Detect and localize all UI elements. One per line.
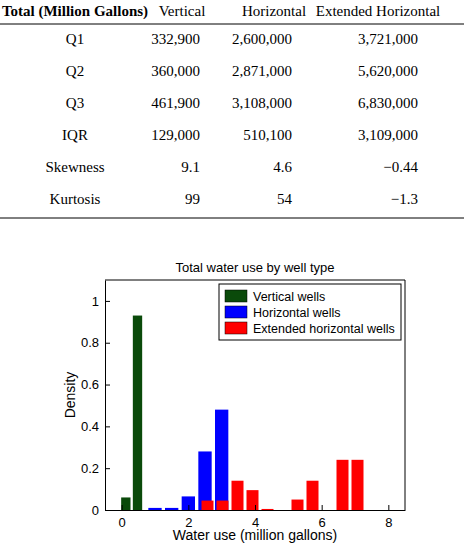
histogram-bar (165, 508, 178, 510)
table-cell: 3,721,000 (358, 31, 418, 47)
x-tick-label: 8 (385, 515, 392, 530)
histogram-bar (133, 316, 142, 510)
y-tick-label: 1 (92, 294, 99, 309)
legend-swatch (225, 290, 247, 302)
legend: Vertical wells Horizontal wells Extended h… (219, 284, 401, 340)
x-tick-label: 0 (119, 515, 126, 530)
histogram-bar (307, 481, 319, 510)
histogram-bar (247, 490, 259, 510)
y-tick: 0.4 (81, 419, 110, 434)
y-tick-label: 0.4 (81, 419, 99, 434)
stats-table: Total (Million Gallons) Vertical Horizonta… (0, 3, 464, 218)
y-tick-mark (105, 385, 110, 386)
histogram-bar (337, 460, 349, 510)
table-header: Vertical (159, 3, 206, 19)
x-tick-mark (388, 505, 389, 510)
table-header: Total (Million Gallons) (2, 3, 148, 20)
y-tick: 0.8 (81, 335, 110, 350)
table-cell: 510,100 (243, 127, 292, 143)
legend-label: Vertical wells (253, 290, 325, 304)
table-cell: 2,600,000 (232, 31, 292, 47)
chart: 0246800.20.40.60.81Total water use by we… (62, 260, 406, 543)
table-cell: 9.1 (181, 159, 200, 175)
histogram-bar (262, 509, 274, 510)
table-cell: Kurtosis (50, 191, 101, 207)
y-tick: 0.6 (81, 377, 110, 392)
histogram-bar (232, 481, 244, 510)
x-tick: 0 (119, 505, 126, 530)
histogram-bar (215, 410, 228, 510)
y-tick-mark (105, 426, 110, 427)
table-header: Horizontal (242, 3, 306, 19)
histogram-bar (292, 500, 304, 510)
legend-box (219, 284, 401, 340)
table-cell: 2,871,000 (232, 63, 292, 79)
table-cell: 3,108,000 (232, 95, 292, 111)
bars (121, 316, 363, 510)
y-axis-title: Density (62, 372, 78, 419)
plot-area (105, 280, 405, 510)
x-tick-mark (122, 505, 123, 510)
histogram-bar (182, 496, 195, 510)
y-tick-label: 0 (92, 503, 99, 518)
table-cell: 461,900 (151, 95, 200, 111)
table-cell: 6,830,000 (358, 95, 418, 111)
plot-frame (405, 280, 406, 510)
table-cell: −1.3 (391, 191, 418, 207)
histogram-bar (322, 510, 334, 511)
x-tick-mark (188, 505, 189, 510)
y-tick-label: 0.6 (81, 377, 99, 392)
table-cell: Q1 (66, 31, 84, 47)
legend-swatch (225, 306, 247, 318)
x-tick: 8 (385, 505, 392, 530)
y-tick-mark (105, 468, 110, 469)
table-cell: 99 (185, 191, 200, 207)
table-header: Extended Horizontal (316, 3, 441, 19)
histogram-bar (352, 460, 364, 510)
y-tick-mark (105, 301, 110, 302)
x-axis-title: Water use (million gallons) (173, 527, 337, 543)
y-tick-label: 0.2 (81, 461, 99, 476)
figure: Total (Million Gallons) Vertical Horizonta… (0, 0, 464, 544)
y-tick-mark (105, 510, 110, 511)
table-cell: 5,620,000 (358, 63, 418, 79)
histogram-bar (121, 497, 130, 510)
table-cell: 360,000 (151, 63, 200, 79)
table-cell: 4.6 (273, 159, 292, 175)
chart-title: Total water use by well type (176, 260, 335, 275)
table-rule (0, 24, 464, 25)
histogram-bar (148, 508, 161, 510)
y-tick-mark (105, 343, 110, 344)
legend-label: Extended horizontal wells (253, 322, 395, 336)
x-axis-line (106, 510, 406, 511)
table-cell: 3,109,000 (358, 127, 418, 143)
table-cell: 129,000 (151, 127, 200, 143)
table-cell: 332,900 (151, 31, 200, 47)
x-tick-mark (255, 505, 256, 510)
table-cell: Q3 (66, 95, 84, 111)
y-tick: 0.2 (81, 461, 110, 476)
table-cell: −0.44 (383, 159, 418, 175)
table-cell: 54 (277, 191, 293, 207)
y-axis: 0 0.2 0.4 0.6 0.8 1 (81, 281, 110, 518)
y-tick-label: 0.8 (81, 335, 99, 350)
histogram-bar (202, 501, 214, 510)
legend-swatch (225, 322, 247, 334)
table-cell: Q2 (66, 63, 84, 79)
y-tick: 0 (92, 503, 110, 518)
plot-frame (105, 280, 405, 281)
y-tick: 1 (92, 294, 110, 309)
table-cell: Skewness (45, 159, 104, 175)
legend-label: Horizontal wells (253, 306, 341, 320)
table-rule (0, 218, 464, 219)
y-axis-line (105, 281, 106, 511)
table-cell: IQR (62, 127, 88, 143)
histogram-bar (277, 510, 289, 511)
x-tick-mark (322, 505, 323, 510)
histogram-bar (217, 501, 229, 510)
